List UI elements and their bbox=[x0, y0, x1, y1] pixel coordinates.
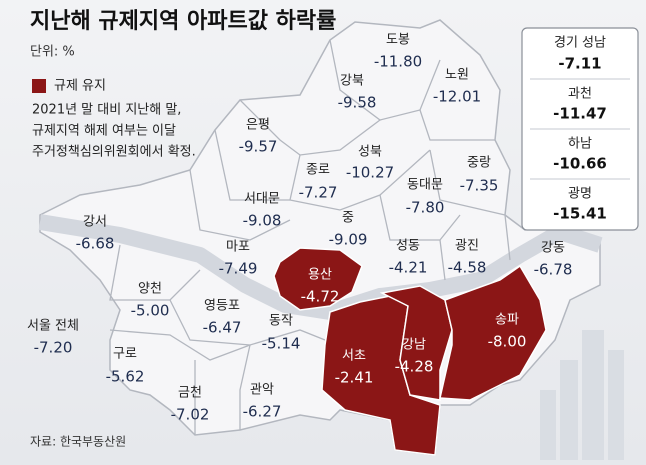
district-name: 동대문 bbox=[407, 178, 443, 193]
district-name: 종로 bbox=[306, 163, 330, 178]
district-value: -2.41 bbox=[335, 369, 374, 387]
district-value: -5.62 bbox=[106, 368, 145, 386]
district-name: 은평 bbox=[246, 118, 270, 133]
district-name: 노원 bbox=[445, 68, 469, 83]
district-name: 관악 bbox=[250, 383, 274, 398]
district-name: 마포 bbox=[226, 240, 250, 255]
district-name: 서대문 bbox=[244, 192, 280, 207]
district-name: 구로 bbox=[113, 347, 137, 362]
district-labels: 도봉 -11.80 노원 -12.01 강북 -9.58 은평 -9.57 성북… bbox=[27, 33, 572, 424]
district-value: -5.14 bbox=[262, 335, 301, 353]
city-value: -11.47 bbox=[553, 105, 607, 123]
district-value: -8.00 bbox=[488, 333, 527, 351]
note-line: 2021년 말 대비 지난해 말, bbox=[32, 103, 181, 118]
district-value: -7.49 bbox=[219, 260, 258, 278]
district-name: 영등포 bbox=[204, 299, 240, 314]
district-value: -9.58 bbox=[338, 94, 377, 112]
district-value: -6.68 bbox=[76, 235, 115, 253]
district-value: -7.02 bbox=[171, 406, 210, 424]
city-name: 경기 성남 bbox=[554, 36, 606, 51]
district-value: -6.47 bbox=[203, 319, 242, 337]
district-name: 강동 bbox=[541, 241, 565, 256]
district-name: 도봉 bbox=[386, 33, 410, 48]
note-line: 주거정책심의위원회에서 확정. bbox=[32, 145, 196, 160]
district-name: 강서 bbox=[83, 215, 107, 230]
district-value: -11.80 bbox=[374, 53, 422, 71]
city-value: -15.41 bbox=[553, 205, 607, 223]
district-value: -4.21 bbox=[389, 259, 428, 277]
title: 지난해 규제지역 아파트값 하락률 bbox=[30, 9, 336, 34]
city-name: 과천 bbox=[568, 87, 592, 102]
unit: 단위: % bbox=[30, 45, 75, 60]
district-name: 서울 전체 bbox=[27, 319, 79, 334]
district-value: -7.20 bbox=[34, 339, 73, 357]
district-name: 광진 bbox=[455, 239, 479, 254]
district-value: -4.58 bbox=[448, 259, 487, 277]
district-name: 성북 bbox=[358, 145, 382, 160]
yongsan-area bbox=[273, 247, 363, 311]
district-name: 중랑 bbox=[467, 156, 491, 171]
district-value: -7.27 bbox=[299, 184, 338, 202]
district-name: 서초 bbox=[342, 349, 366, 364]
district-value: -12.01 bbox=[433, 88, 481, 106]
district-borders bbox=[109, 39, 511, 435]
district-name: 송파 bbox=[495, 313, 519, 328]
district-value: -4.72 bbox=[301, 288, 340, 306]
songpa-area bbox=[439, 264, 547, 401]
city-value: -7.11 bbox=[558, 55, 601, 73]
district-name: 강북 bbox=[340, 74, 364, 89]
gangnam-area bbox=[379, 285, 453, 401]
skyline bbox=[540, 330, 624, 460]
district-value: -6.27 bbox=[243, 403, 282, 421]
note-line: 규제지역 해제 여부는 이달 bbox=[32, 124, 176, 139]
legend-label: 규제 유지 bbox=[54, 79, 106, 94]
city-name: 광명 bbox=[568, 187, 592, 202]
district-value: -6.78 bbox=[534, 261, 573, 279]
district-name: 성동 bbox=[396, 239, 420, 254]
district-value: -4.28 bbox=[395, 358, 434, 376]
district-value: -9.09 bbox=[329, 231, 368, 249]
district-value: -5.00 bbox=[131, 302, 170, 320]
city-name: 하남 bbox=[568, 137, 592, 152]
district-value: -7.35 bbox=[460, 177, 499, 195]
district-name: 강남 bbox=[402, 338, 426, 353]
district-name: 동작 bbox=[269, 314, 293, 329]
district-name: 금천 bbox=[178, 386, 202, 401]
city-value: -10.66 bbox=[553, 155, 607, 173]
gyeonggi-separators bbox=[530, 78, 630, 180]
district-name: 양천 bbox=[138, 282, 162, 297]
district-name: 용산 bbox=[308, 268, 332, 283]
source: 자료: 한국부동산원 bbox=[30, 435, 126, 449]
district-value: -9.08 bbox=[243, 212, 282, 230]
district-value: -7.80 bbox=[406, 199, 445, 217]
district-name: 중 bbox=[342, 211, 354, 226]
district-value: -10.27 bbox=[346, 164, 394, 182]
district-value: -9.57 bbox=[239, 138, 278, 156]
legend-swatch bbox=[32, 79, 46, 93]
